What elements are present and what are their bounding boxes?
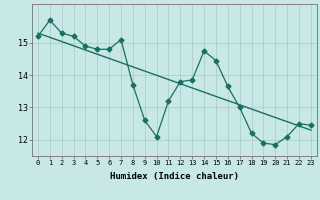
X-axis label: Humidex (Indice chaleur): Humidex (Indice chaleur) (110, 172, 239, 181)
